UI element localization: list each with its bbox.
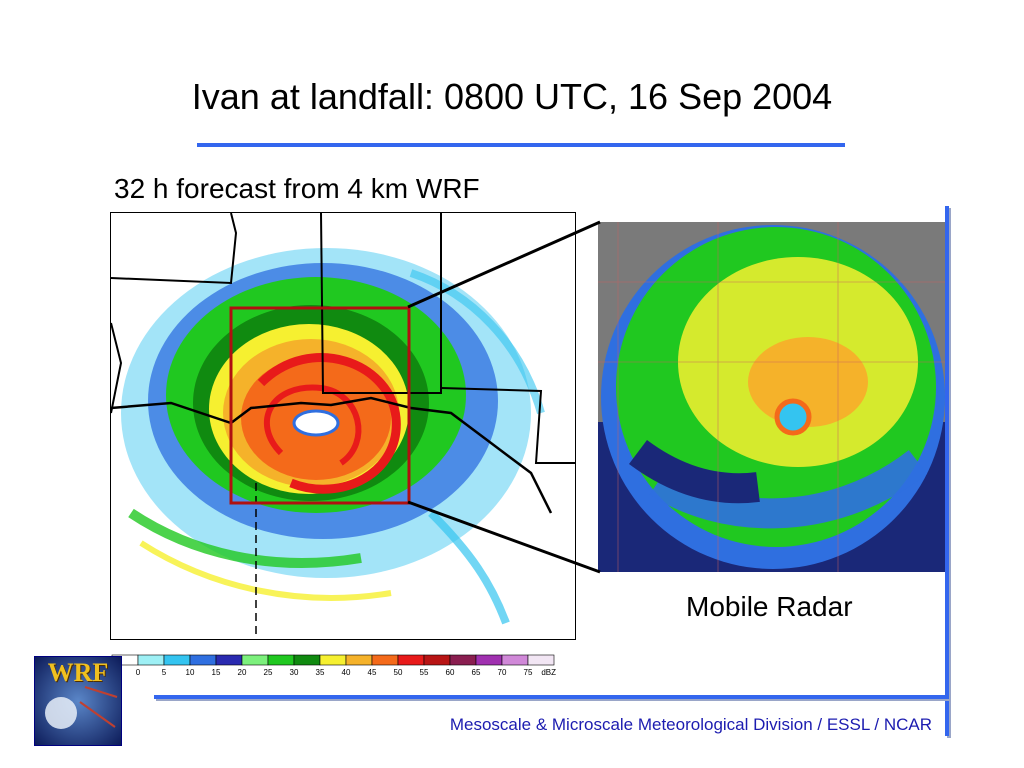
mobile-radar-image [598,222,948,572]
radar-county-lines [598,222,948,572]
colorbar-swatch [293,654,321,666]
logo-hurricane-swirl [45,697,77,729]
radar-bay-water [629,439,760,504]
colorbar-swatch [501,654,529,666]
title-underline [197,143,845,147]
colorbar-swatch [345,654,373,666]
colorbar-tick-label: 25 [264,668,273,677]
radar-eye [774,398,812,436]
colorbar-swatch [163,654,191,666]
wrf-map-graphic [111,213,575,639]
outer-rainband-1 [128,508,362,568]
state-border-1 [111,213,238,285]
logo-map-lines [79,686,118,728]
colorbar-swatch [397,654,425,666]
colorbar-tick-label: 40 [342,668,351,677]
colorbar-swatch [371,654,399,666]
colorbar-tick-label: 35 [316,668,325,677]
colorbar-swatch [449,654,477,666]
colorbar-tick-label: 75 [524,668,533,677]
state-border-4 [111,322,123,414]
wrf-reflectivity-map [110,212,576,640]
radar-caption: Mobile Radar [686,591,853,622]
colorbar-tick-label: 5 [162,668,167,677]
colorbar-swatch [475,654,503,666]
colorbar-tick-label: 50 [394,668,403,677]
colorbar-swatch [137,654,165,666]
slide-title: Ivan at landfall: 0800 UTC, 16 Sep 2004 [191,76,833,117]
colorbar-tick-label: 70 [498,668,507,677]
eyewall-band-2 [263,384,362,466]
outer-rainband-2 [139,540,392,601]
reflectivity-colorbar: 0 5 10 15 20 25 30 35 40 45 50 55 60 65 70 75 dBZ [110,654,590,678]
colorbar-tick-label: 10 [186,668,195,677]
colorbar-tick-label: 0 [136,668,141,677]
colorbar-swatch [267,654,295,666]
colorbar-swatch [527,654,555,666]
colorbar-unit-label: dBZ [541,668,556,677]
colorbar-tick-label: 15 [212,668,221,677]
colorbar-tick-label: 20 [238,668,247,677]
colorbar-swatch [189,654,217,666]
colorbar-swatch [215,654,243,666]
colorbar-tick-label: 65 [472,668,481,677]
wrf-forecast-heading: 32 h forecast from 4 km WRF [114,173,480,204]
colorbar-swatch [241,654,269,666]
storm-eye [292,409,340,437]
colorbar-tick-label: 60 [446,668,455,677]
footer-organization: Mesoscale & Microscale Meteorological Di… [449,715,932,734]
colorbar-graphic: 0 5 10 15 20 25 30 35 40 45 50 55 60 65 70 75 dBZ [111,654,556,677]
colorbar-swatch [423,654,451,666]
colorbar-tick-label: 55 [420,668,429,677]
frame-bottom-rule [154,695,949,699]
radar-zoom-box [229,306,411,505]
wrf-logo: WRF [34,656,122,746]
radar-southern-band [649,450,928,529]
radar-graphic [598,222,948,572]
state-border-3 [440,387,575,464]
colorbar-tick-label: 45 [368,668,377,677]
gulf-coastline [111,396,553,514]
wrf-logo-graphic [35,657,121,745]
colorbar-swatch [319,654,347,666]
eyewall-band-1 [257,353,401,494]
wrf-logo-text: WRF [47,658,109,687]
frame-right-rule [945,206,949,736]
colorbar-tick-label: 30 [290,668,299,677]
